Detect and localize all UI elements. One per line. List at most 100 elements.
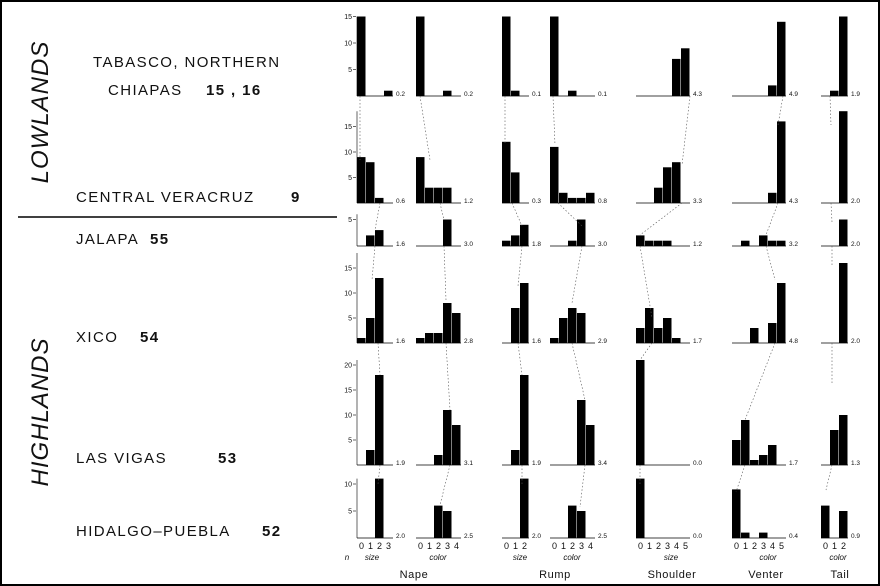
x-tick-label: 2 [752, 541, 757, 551]
connector-line [511, 202, 523, 227]
histogram-bar [830, 90, 839, 96]
histogram-bar [636, 328, 645, 343]
connector-line [639, 202, 683, 236]
histogram-bar [502, 16, 511, 96]
mean-value-label: 2.8 [464, 338, 473, 345]
locality-xico: XICO [76, 329, 118, 346]
histogram-bar [636, 235, 645, 246]
x-tick-label: 3 [386, 541, 391, 551]
histogram-bar [645, 308, 654, 343]
mean-value-label: 1.8 [532, 241, 541, 248]
x-tick-label: 1 [368, 541, 373, 551]
connector-line [374, 202, 381, 231]
x-tick-label: 2 [436, 541, 441, 551]
mean-value-label: 1.2 [464, 198, 473, 205]
histogram-bar [375, 375, 384, 465]
y-tick-label: 15 [344, 266, 352, 273]
mean-value-label: 2.9 [598, 338, 607, 345]
x-tick-label: 3 [445, 541, 450, 551]
y-tick-label: 5 [348, 217, 352, 224]
y-tick-label: 10 [344, 291, 352, 298]
histogram-bar [384, 90, 393, 96]
locality-chiapas-n: 15 , 16 [206, 82, 262, 99]
connector-line [371, 245, 376, 281]
mean-value-label: 0.6 [396, 198, 405, 205]
histogram-bar [520, 375, 529, 465]
mean-value-label: 3.3 [693, 198, 702, 205]
locality-central-veracruz-n: 9 [291, 189, 301, 206]
histogram-bar [768, 445, 777, 465]
mean-value-label: 1.7 [789, 460, 798, 467]
y-tick-label: 5 [348, 438, 352, 445]
histogram-bar [663, 318, 672, 343]
rump-size-label: size [513, 553, 528, 562]
tail-color-label: color [829, 553, 847, 562]
histogram-bar [443, 410, 452, 465]
locality-central-veracruz: CENTRAL VERACRUZ [76, 189, 255, 206]
histogram-bar [443, 187, 452, 203]
histogram-bar [750, 328, 759, 343]
locality-labels: TABASCO, NORTHERN CHIAPAS 15 , 16 CENTRA… [76, 54, 301, 540]
locality-jalapa: JALAPA [76, 231, 139, 248]
histogram-bar [375, 230, 384, 246]
mean-value-label: 0.1 [532, 91, 541, 98]
histogram-bar [416, 16, 425, 96]
x-tick-label: 4 [454, 541, 459, 551]
venter-color-label: color [759, 553, 777, 562]
histogram-bar [559, 192, 568, 203]
histogram-bar [663, 167, 672, 203]
connector-line [439, 464, 451, 506]
x-tick-label: 0 [638, 541, 643, 551]
histogram-bar [768, 85, 777, 96]
histogram-bar [520, 224, 529, 246]
histogram-bar [654, 240, 663, 246]
histogram-bar [375, 197, 384, 203]
mean-value-label: 4.3 [693, 91, 702, 98]
histogram-bar [732, 489, 741, 538]
histogram-bar [663, 240, 672, 246]
histogram-bar [443, 90, 452, 96]
connector-line [439, 202, 445, 221]
x-tick-label: 0 [734, 541, 739, 551]
connector-line [445, 342, 451, 411]
histogram-bar [741, 420, 750, 465]
mean-value-label: 0.2 [464, 91, 473, 98]
mean-value-label: 2.0 [851, 338, 860, 345]
histogram-bar [511, 172, 520, 203]
histogram-bar [672, 58, 681, 96]
histogram-bar [502, 141, 511, 203]
mean-value-label: 0.1 [598, 91, 607, 98]
histogram-bar [654, 328, 663, 343]
mean-value-label: 0.8 [598, 198, 607, 205]
region-venter-label: Venter [748, 569, 783, 581]
histogram-bar [777, 21, 786, 96]
mean-value-label: 0.9 [851, 533, 860, 540]
region-shoulder-label: Shoulder [648, 569, 697, 581]
histogram-bar [416, 338, 425, 343]
x-tick-label: 5 [683, 541, 688, 551]
mean-value-label: 2.0 [396, 533, 405, 540]
mean-value-label: 3.1 [464, 460, 473, 467]
y-tick-label: 15 [344, 388, 352, 395]
histogram-bar [672, 162, 681, 203]
mean-value-label: 3.0 [598, 241, 607, 248]
connector-line [639, 245, 653, 319]
x-tick-label: 1 [427, 541, 432, 551]
histogram-bar [577, 313, 586, 343]
y-tick-label: 5 [348, 175, 352, 182]
x-tick-label: 1 [743, 541, 748, 551]
mean-value-label: 3.0 [464, 241, 473, 248]
y-tick-label: 10 [344, 413, 352, 420]
connector-line [571, 342, 586, 401]
y-tick-label: 15 [344, 14, 352, 21]
locality-hidalgo-puebla-n: 52 [262, 523, 282, 540]
histogram-bar [577, 511, 586, 538]
histogram-bar [550, 146, 559, 203]
histogram-bar [577, 197, 586, 203]
histogram-bar [768, 192, 777, 203]
region-label-lowlands: LOWLANDS [27, 41, 54, 184]
connector-line [765, 245, 776, 281]
rump-color-label: color [563, 553, 581, 562]
